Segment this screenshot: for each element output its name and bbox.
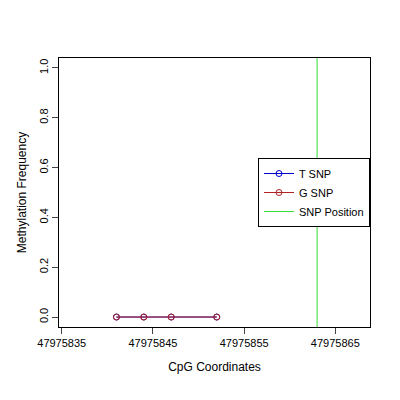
svg-text:47975855: 47975855 <box>220 337 269 349</box>
svg-text:CpG Coordinates: CpG Coordinates <box>168 360 261 374</box>
svg-text:0.4: 0.4 <box>38 208 50 223</box>
svg-text:47975865: 47975865 <box>311 337 360 349</box>
svg-text:SNP Position: SNP Position <box>299 206 364 218</box>
svg-text:0.2: 0.2 <box>38 258 50 273</box>
svg-text:47975835: 47975835 <box>37 337 86 349</box>
svg-text:47975845: 47975845 <box>128 337 177 349</box>
svg-text:0.6: 0.6 <box>38 158 50 173</box>
svg-text:G SNP: G SNP <box>299 187 333 199</box>
svg-text:1.0: 1.0 <box>38 59 50 74</box>
svg-text:T SNP: T SNP <box>299 168 331 180</box>
svg-text:0.0: 0.0 <box>38 308 50 323</box>
svg-text:0.8: 0.8 <box>38 108 50 123</box>
svg-text:Methylation Frequency: Methylation Frequency <box>15 132 29 253</box>
